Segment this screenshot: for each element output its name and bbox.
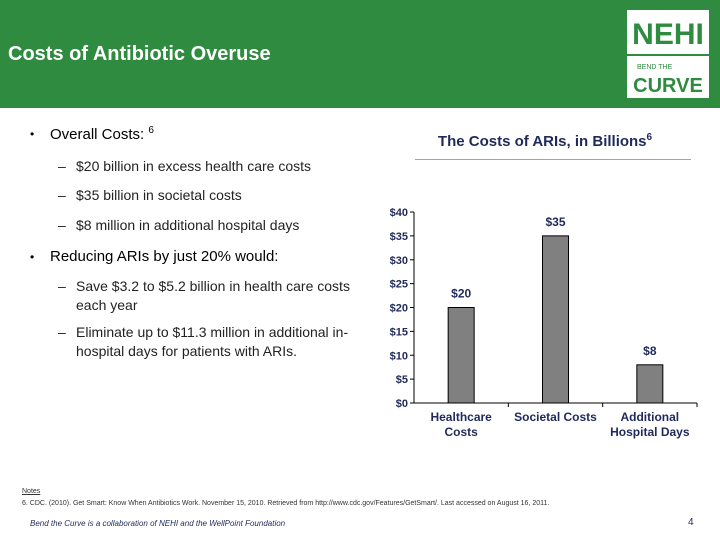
page-title: Costs of Antibiotic Overuse (8, 43, 271, 65)
y-tick-label: $10 (390, 350, 408, 362)
y-tick-label: $0 (396, 398, 408, 410)
bullet-dot-icon: • (30, 127, 35, 141)
logo-tagline-small: BEND THE (637, 64, 673, 71)
chart-title-ref: 6 (646, 132, 653, 143)
y-tick-label: $5 (396, 374, 408, 386)
nehi-logo: NEHI BEND THE CURVE (627, 10, 709, 98)
chart-title-divider (415, 159, 691, 160)
bullet-ref: 6 (148, 125, 154, 136)
bar (636, 364, 664, 404)
y-tick-label: $35 (390, 231, 408, 243)
y-tick-label: $40 (390, 207, 408, 219)
logo-mark-text: NEHI (632, 18, 704, 51)
bar-chart: $0 $5 $10 $15 $20 $25 $30 $35 $40 $20 Healthcare Co… (390, 207, 698, 439)
notes-text: 6. CDC. (2010). Get Smart: Know When Ant… (22, 500, 550, 507)
y-tick-label: $30 (390, 255, 408, 267)
y-tick-label: $25 (390, 279, 408, 291)
logo-mark-bg (627, 10, 709, 54)
logo-tagline-big: CURVE (633, 75, 703, 97)
chart-title-text: The Costs of ARIs, in Billions (437, 133, 647, 150)
y-tick-label: $20 (390, 303, 408, 315)
chart-title: The Costs of ARIs, in Billions6 (395, 132, 695, 150)
x-tick-label: Societal Costs (514, 410, 597, 424)
sub-bullet-text: Save $3.2 to $5.2 billion in health care… (76, 278, 350, 313)
bar-value-label: $35 (545, 215, 565, 229)
bar (447, 307, 475, 404)
header-banner: Costs of Antibiotic Overuse NEHI BEND TH… (0, 0, 720, 108)
sub-bullet-text: Eliminate up to $11.3 million in additio… (76, 324, 349, 359)
bullet-text: Overall Costs: (50, 126, 145, 143)
notes-section: Notes 6. CDC. (2010). Get Smart: Know Wh… (22, 486, 549, 510)
y-tick-label: $15 (390, 326, 408, 338)
x-tick-label: Healthcare Costs (430, 410, 492, 439)
sub-bullet-text: $35 billion in societal costs (76, 187, 242, 203)
bar-value-label: $20 (451, 287, 471, 301)
bar (542, 235, 569, 404)
bullet-text: Reducing ARIs by just 20% would: (50, 248, 279, 265)
logo-tagline-bg (627, 56, 709, 98)
bar-value-label: $8 (643, 344, 657, 358)
x-tick-label: Additional Hospital Days (610, 410, 690, 439)
bullet-dot-icon: • (30, 250, 35, 264)
notes-label: Notes (22, 488, 41, 495)
footer-text: Bend the Curve is a collaboration of NEH… (30, 519, 286, 528)
page-number: 4 (688, 517, 694, 528)
sub-bullet-text: $20 billion in excess health care costs (76, 158, 312, 174)
sub-bullet-text: $8 million in additional hospital days (76, 217, 300, 233)
